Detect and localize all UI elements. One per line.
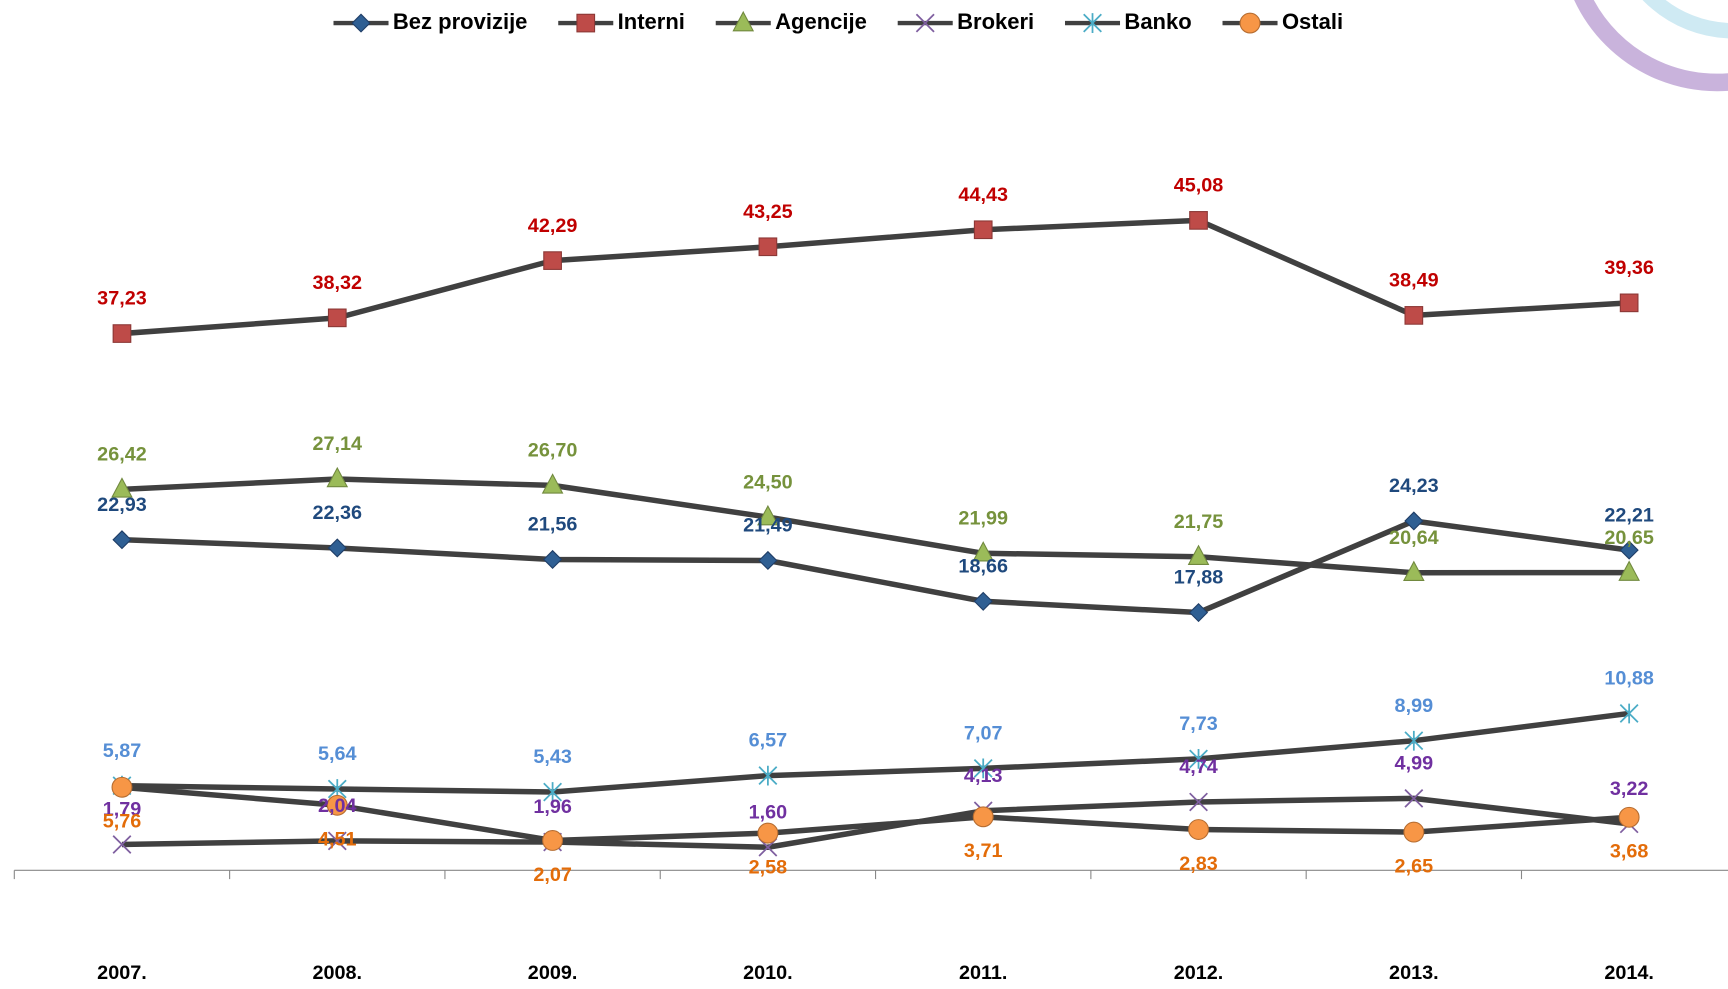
data-label: 2,58 — [749, 857, 788, 879]
legend-label: Agencije — [775, 9, 867, 34]
marker — [1190, 604, 1208, 622]
legend-label: Banko — [1124, 9, 1191, 34]
data-label: 5,43 — [533, 746, 572, 768]
data-label: 2,65 — [1395, 856, 1434, 878]
x-tick-label: 2012. — [1174, 962, 1224, 984]
marker — [352, 14, 370, 32]
data-label: 1,96 — [533, 796, 572, 818]
x-tick-label: 2011. — [959, 962, 1007, 984]
marker — [974, 592, 992, 610]
marker — [759, 552, 777, 570]
marker — [1619, 807, 1639, 827]
legend-label: Ostali — [1282, 9, 1343, 34]
marker — [1240, 13, 1260, 33]
decoration — [1615, 0, 1728, 31]
x-tick-label: 2008. — [312, 962, 362, 984]
data-label: 21,56 — [528, 514, 578, 536]
chart: 2007. 2008. 2009. 2010. 2011. 2012. 2013. 2014.… — [0, 0, 1728, 989]
marker — [577, 14, 595, 32]
marker — [1190, 212, 1208, 230]
data-label: 38,32 — [312, 272, 362, 294]
data-label: 18,66 — [958, 555, 1008, 577]
data-label: 8,99 — [1395, 695, 1434, 717]
data-label: 3,71 — [964, 840, 1003, 862]
marker — [328, 539, 346, 557]
marker — [758, 823, 778, 843]
data-label: 20,65 — [1604, 527, 1654, 549]
data-label: 17,88 — [1174, 567, 1224, 589]
data-label: 22,93 — [97, 494, 147, 516]
data-label: 21,99 — [958, 507, 1008, 529]
x-tick-label: 2013. — [1389, 962, 1439, 984]
legend-label: Brokeri — [957, 9, 1034, 34]
data-label: 5,87 — [103, 740, 142, 762]
data-label: 24,23 — [1389, 475, 1439, 497]
legend-label: Bez provizije — [393, 9, 527, 34]
data-label: 20,64 — [1389, 527, 1439, 549]
data-label: 4,74 — [1179, 756, 1218, 778]
data-label: 3,68 — [1610, 841, 1649, 863]
marker — [544, 551, 562, 569]
data-label: 39,36 — [1604, 257, 1654, 279]
marker — [544, 252, 562, 270]
data-label: 6,57 — [749, 730, 788, 752]
data-label: 10,88 — [1604, 668, 1654, 690]
data-label: 27,14 — [312, 433, 362, 455]
marker — [974, 221, 992, 239]
data-label: 26,70 — [528, 440, 578, 462]
marker — [1404, 822, 1424, 842]
data-label: 21,75 — [1174, 511, 1224, 533]
data-label: 38,49 — [1389, 270, 1439, 292]
marker — [759, 238, 777, 256]
x-tick-label: 2007. — [97, 962, 147, 984]
data-label: 2,83 — [1179, 853, 1218, 875]
data-label: 21,49 — [743, 515, 793, 537]
marker — [113, 531, 131, 549]
data-label: 7,07 — [964, 723, 1003, 745]
marker — [973, 807, 993, 827]
data-label: 22,21 — [1604, 504, 1654, 526]
marker — [1189, 820, 1209, 840]
data-label: 2,07 — [533, 864, 572, 886]
marker — [1405, 307, 1423, 325]
x-tick-label: 2009. — [528, 962, 578, 984]
x-tick-label: 2010. — [743, 962, 793, 984]
marker — [1620, 294, 1638, 312]
x-tick-label: 2014. — [1604, 962, 1654, 984]
marker — [543, 831, 563, 851]
data-label: 24,50 — [743, 471, 793, 493]
decoration — [1568, 0, 1728, 82]
legend-label: Interni — [618, 9, 685, 34]
data-label: 42,29 — [528, 215, 578, 237]
data-label: 3,22 — [1610, 778, 1649, 800]
data-label: 37,23 — [97, 288, 147, 310]
data-label: 26,42 — [97, 444, 147, 466]
plot-area: 2007. 2008. 2009. 2010. 2011. 2012. 2013. 2014.… — [14, 175, 1728, 984]
data-label: 5,64 — [318, 743, 357, 765]
marker — [112, 777, 132, 797]
data-label: 22,36 — [312, 502, 362, 524]
data-label: 1,60 — [749, 801, 788, 823]
data-label: 2,04 — [318, 795, 357, 817]
data-label: 4,99 — [1395, 753, 1434, 775]
legend: Bez provizije Interni Agencije Brokeri Banko… — [333, 9, 1343, 34]
data-label: 45,08 — [1174, 175, 1224, 197]
marker — [328, 309, 346, 327]
page: {"chart_data": { "type": "line", "catego… — [0, 0, 1728, 989]
marker — [113, 325, 131, 343]
data-label: 44,43 — [958, 184, 1008, 206]
data-label: 43,25 — [743, 201, 793, 223]
data-label: 7,73 — [1179, 713, 1218, 735]
data-label: 5,76 — [103, 811, 142, 833]
data-label: 4,51 — [318, 829, 357, 851]
data-label: 4,13 — [964, 765, 1003, 787]
